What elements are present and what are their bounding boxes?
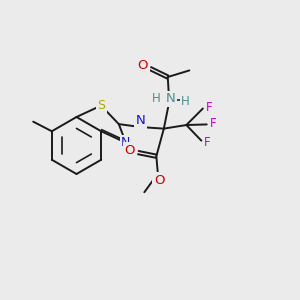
Text: N: N bbox=[121, 136, 130, 149]
Text: O: O bbox=[154, 174, 164, 187]
Text: H: H bbox=[152, 92, 161, 105]
Text: N: N bbox=[136, 114, 146, 127]
Text: O: O bbox=[125, 144, 135, 157]
Text: F: F bbox=[210, 117, 217, 130]
Text: F: F bbox=[204, 136, 211, 148]
Text: O: O bbox=[138, 58, 148, 71]
Text: F: F bbox=[206, 100, 212, 113]
Text: N: N bbox=[165, 92, 175, 105]
Text: H: H bbox=[182, 95, 190, 108]
Text: S: S bbox=[97, 99, 105, 112]
